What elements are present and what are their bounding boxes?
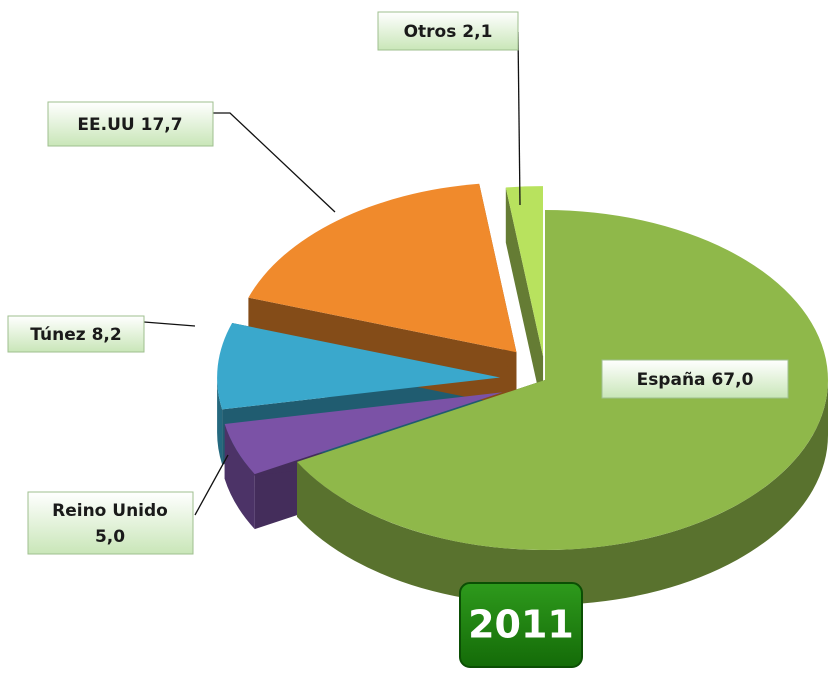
leader-lines bbox=[143, 31, 521, 516]
label-box bbox=[7, 315, 145, 353]
labels: Otros 2,1 EE.UU 17,7 Túnez 8,2 Reino Uni… bbox=[7, 11, 789, 555]
slice bbox=[297, 210, 828, 550]
slice bbox=[248, 183, 517, 353]
category: Otros bbox=[404, 22, 457, 42]
data-label: EE.UU 17,7 bbox=[77, 115, 182, 135]
leader-line bbox=[213, 112, 336, 213]
year-badge bbox=[459, 582, 583, 668]
leader-line bbox=[517, 31, 521, 206]
slice bbox=[217, 323, 501, 410]
slice bbox=[505, 186, 544, 357]
slice-side bbox=[297, 380, 828, 606]
value-label: 8,2 bbox=[92, 325, 122, 345]
chart-title: 2011 bbox=[468, 603, 574, 647]
data-label: Túnez 8,2 bbox=[30, 325, 121, 345]
value-label: 5,0 bbox=[95, 527, 125, 547]
label-box bbox=[47, 101, 214, 147]
label-box bbox=[377, 11, 519, 51]
slice-side bbox=[217, 377, 223, 465]
value-label: 67,0 bbox=[711, 370, 753, 390]
data-label: España 67,0 bbox=[637, 370, 754, 390]
label-box bbox=[27, 491, 194, 555]
category: Túnez bbox=[30, 325, 85, 345]
value-label: 17,7 bbox=[141, 115, 183, 135]
category: EE.UU bbox=[77, 115, 134, 135]
value-label: 2,1 bbox=[462, 22, 492, 42]
slice-wall bbox=[505, 187, 544, 412]
category: España bbox=[637, 370, 706, 390]
slice bbox=[224, 392, 503, 475]
category: Reino Unido bbox=[52, 501, 168, 521]
leader-line bbox=[194, 454, 229, 516]
data-label: Otros 2,1 bbox=[404, 22, 493, 42]
label-box bbox=[601, 359, 789, 399]
slice-side bbox=[224, 424, 255, 530]
leader-line bbox=[143, 321, 196, 327]
pie bbox=[217, 183, 828, 606]
